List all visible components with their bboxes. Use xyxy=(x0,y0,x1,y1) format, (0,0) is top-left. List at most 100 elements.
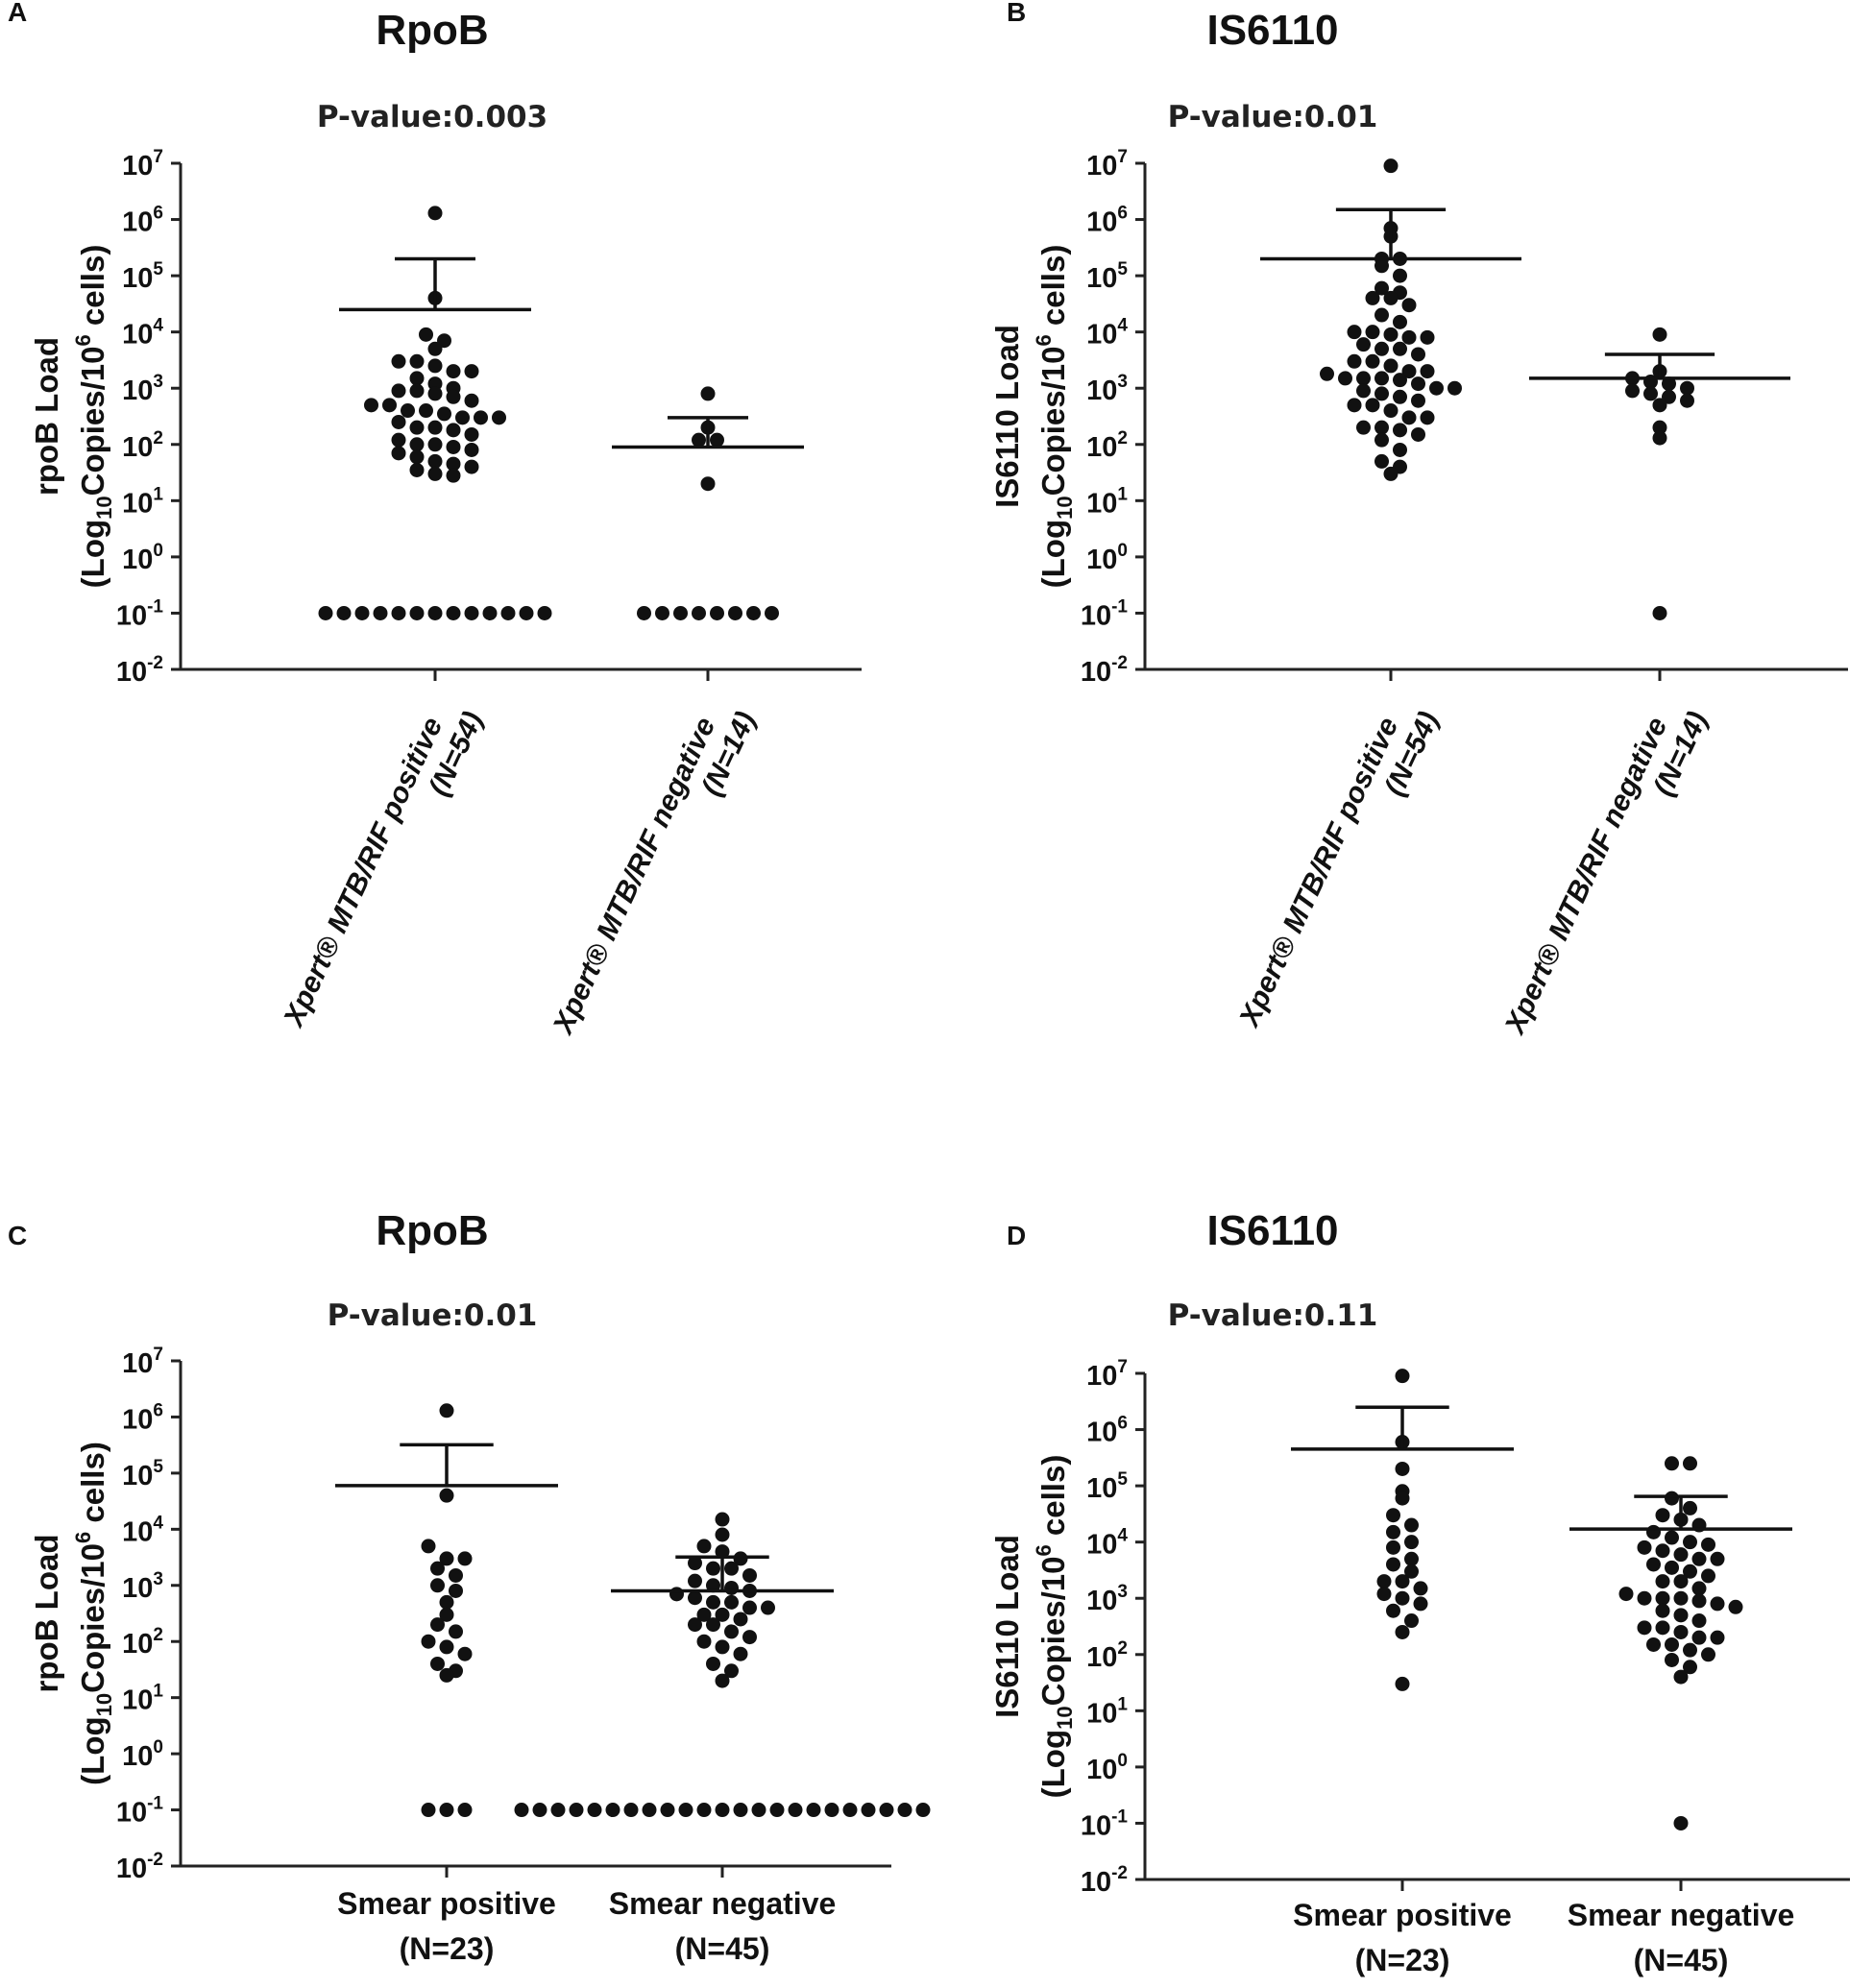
chart-title: IS6110 xyxy=(1206,1207,1338,1254)
data-point xyxy=(1356,383,1371,399)
data-point xyxy=(715,1512,730,1527)
panel-c: C RpoB P-value:0.01 rpoB Load(Log10Copies/1… xyxy=(8,1207,931,1966)
data-point xyxy=(427,206,443,221)
data-point xyxy=(1673,1608,1689,1623)
data-point xyxy=(1393,389,1407,404)
data-point xyxy=(1395,1461,1410,1476)
data-point xyxy=(1673,1547,1689,1563)
data-point xyxy=(1365,398,1380,413)
p-value-label: P-value:0.01 xyxy=(328,1298,538,1333)
y-tick-label: 10-2 xyxy=(1081,1863,1128,1898)
data-point xyxy=(660,1803,675,1818)
p-value-label: P-value:0.003 xyxy=(317,100,547,134)
data-point xyxy=(1652,605,1667,620)
data-point xyxy=(724,1561,739,1576)
data-point xyxy=(427,437,443,452)
data-point xyxy=(1395,1574,1410,1589)
data-point xyxy=(1665,1530,1679,1545)
y-tick-label: 104 xyxy=(1086,1526,1128,1561)
data-point xyxy=(1401,410,1417,425)
data-point xyxy=(642,1803,657,1818)
y-tick-label: 10-1 xyxy=(1081,1806,1129,1841)
data-point xyxy=(765,605,779,620)
data-point xyxy=(1404,1517,1419,1533)
data-point xyxy=(673,605,688,620)
y-tick-label: 10-2 xyxy=(116,653,163,688)
data-point xyxy=(446,389,461,404)
x-category-n-label: (N=45) xyxy=(675,1931,770,1966)
data-point xyxy=(724,1663,739,1679)
data-point xyxy=(430,1561,445,1576)
data-point xyxy=(1386,1539,1400,1555)
data-point xyxy=(761,1600,775,1615)
data-point xyxy=(439,1403,454,1418)
data-point xyxy=(537,605,552,620)
data-point xyxy=(1411,376,1425,392)
data-point xyxy=(746,605,761,620)
y-tick-label: 106 xyxy=(1086,1414,1128,1448)
data-point xyxy=(439,1594,454,1610)
y-axis-label-units: (Log10Copies/106 cells) xyxy=(1032,1455,1077,1799)
data-point xyxy=(449,1624,463,1639)
data-point xyxy=(678,1803,693,1818)
data-point xyxy=(464,442,479,457)
data-point xyxy=(1374,371,1389,386)
y-tick-label: 105 xyxy=(122,259,163,294)
data-point xyxy=(1413,1581,1428,1596)
y-tick-label: 106 xyxy=(1086,204,1128,238)
data-point xyxy=(430,1617,445,1633)
y-tick-label: 107 xyxy=(122,147,163,182)
data-point xyxy=(1411,347,1425,362)
data-point xyxy=(1376,1574,1392,1589)
data-point xyxy=(751,1803,766,1818)
data-point xyxy=(1413,1596,1428,1612)
data-point xyxy=(688,1573,702,1588)
data-point xyxy=(391,353,406,369)
data-point xyxy=(1365,325,1380,340)
data-point xyxy=(1683,1564,1697,1579)
data-point xyxy=(1395,1624,1410,1639)
data-point xyxy=(1376,1587,1392,1602)
x-category-label: Xpert® MTB/RIF positive xyxy=(1232,713,1404,1032)
data-point xyxy=(1383,327,1399,342)
data-point xyxy=(455,410,470,425)
y-tick-label: 10-2 xyxy=(116,1850,163,1884)
data-point xyxy=(706,1617,720,1633)
data-point xyxy=(1646,1524,1661,1539)
data-point xyxy=(1420,410,1435,425)
x-category-label: Smear positive xyxy=(1293,1898,1512,1932)
data-point xyxy=(519,605,534,620)
data-point xyxy=(706,1578,720,1593)
data-point xyxy=(1683,1535,1697,1550)
data-point xyxy=(692,605,706,620)
data-point xyxy=(1374,280,1389,296)
data-point xyxy=(715,1527,730,1542)
data-point xyxy=(1665,1560,1679,1575)
y-tick-label: 105 xyxy=(122,1457,163,1491)
y-axis-label: IS6110 Load xyxy=(989,325,1025,508)
data-point xyxy=(439,1488,454,1503)
data-point xyxy=(769,1803,785,1818)
data-point xyxy=(427,453,443,469)
data-point xyxy=(532,1803,547,1818)
data-point xyxy=(1395,1676,1410,1691)
data-point xyxy=(1404,1535,1419,1550)
data-point xyxy=(382,398,397,413)
data-point xyxy=(1646,1557,1661,1572)
data-point xyxy=(1683,1500,1697,1515)
data-point xyxy=(806,1803,821,1818)
data-point xyxy=(1701,1647,1715,1662)
data-point xyxy=(1429,380,1444,396)
data-point xyxy=(1420,364,1435,379)
y-tick-label: 101 xyxy=(122,484,163,519)
data-point xyxy=(1383,466,1399,481)
data-point xyxy=(1393,268,1407,283)
data-point xyxy=(1652,420,1667,435)
data-point xyxy=(715,1673,730,1688)
data-point xyxy=(1447,380,1462,396)
data-point xyxy=(1710,1596,1725,1612)
data-point xyxy=(1365,353,1380,369)
data-point xyxy=(569,1803,584,1818)
data-point xyxy=(1347,353,1362,369)
